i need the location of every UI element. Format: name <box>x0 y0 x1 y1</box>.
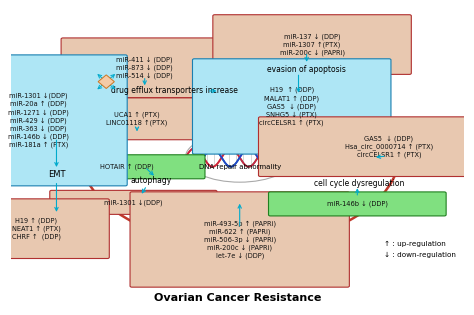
FancyBboxPatch shape <box>48 155 205 179</box>
Text: EMT: EMT <box>48 170 65 179</box>
FancyBboxPatch shape <box>0 199 109 259</box>
FancyBboxPatch shape <box>258 117 474 176</box>
Text: ↑ : up-regulation: ↑ : up-regulation <box>384 241 446 247</box>
FancyBboxPatch shape <box>130 192 349 287</box>
Text: drug efflux transporters increase: drug efflux transporters increase <box>110 87 237 95</box>
Text: H19  ↑ (DDP)
MALAT1 ↑ (DDP)
GAS5  ↓ (DDP)
SNHG5 ↓ (PTX)
circCELSR1 ↑ (PTX): H19 ↑ (DDP) MALAT1 ↑ (DDP) GAS5 ↓ (DDP) … <box>259 87 324 126</box>
Text: UCA1 ↑ (PTX)
LINC01118 ↑(PTX): UCA1 ↑ (PTX) LINC01118 ↑(PTX) <box>106 112 168 126</box>
Text: miR-493-5p ↑ (PAPRi)
miR-622 ↑ (PAPRi)
miR-506-3p ↓ (PAPRi)
miR-200c ↓ (PAPRi)
l: miR-493-5p ↑ (PAPRi) miR-622 ↑ (PAPRi) m… <box>203 220 276 259</box>
Text: miR-1301 ↓(DDP)
miR-20a ↑ (DDP)
miR-1271 ↓ (DDP)
miR-429 ↓ (DDP)
miR-363 ↓ (DDP): miR-1301 ↓(DDP) miR-20a ↑ (DDP) miR-1271… <box>8 93 69 148</box>
Text: HOTAIR ↑ (DDP): HOTAIR ↑ (DDP) <box>100 163 154 170</box>
FancyBboxPatch shape <box>268 192 446 216</box>
FancyBboxPatch shape <box>61 38 228 98</box>
Text: DNA repair abnormality: DNA repair abnormality <box>199 164 281 170</box>
Text: miR-411 ↓ (DDP)
miR-873 ↓ (DDP)
miR-514 ↓ (DDP): miR-411 ↓ (DDP) miR-873 ↓ (DDP) miR-514 … <box>116 56 173 79</box>
Text: miR-146b ↓ (DDP): miR-146b ↓ (DDP) <box>327 201 388 207</box>
Text: evasion of apoptosis: evasion of apoptosis <box>267 65 346 74</box>
Text: H19 ↑ (DDP)
NEAT1 ↑ (PTX)
CHRF ↑  (DDP): H19 ↑ (DDP) NEAT1 ↑ (PTX) CHRF ↑ (DDP) <box>12 217 61 240</box>
Text: Ovarian Cancer Resistance: Ovarian Cancer Resistance <box>154 293 321 303</box>
FancyBboxPatch shape <box>50 190 217 215</box>
FancyBboxPatch shape <box>213 15 411 74</box>
Text: GAS5  ↓ (DDP)
Hsa_circ_0000714 ↑ (PTX)
circCELSR1 ↑ (PTX): GAS5 ↓ (DDP) Hsa_circ_0000714 ↑ (PTX) ci… <box>345 135 433 158</box>
Polygon shape <box>98 75 114 89</box>
FancyBboxPatch shape <box>0 55 127 186</box>
Text: ↓ : down-regulation: ↓ : down-regulation <box>384 252 456 258</box>
Text: autophagy: autophagy <box>131 176 172 185</box>
FancyBboxPatch shape <box>192 59 391 154</box>
FancyBboxPatch shape <box>48 98 226 140</box>
Text: cell cycle dysregulation: cell cycle dysregulation <box>314 179 405 188</box>
Text: miR-137 ↓ (DDP)
miR-1307 ↑(PTX)
miR-200c ↓ (PAPRi): miR-137 ↓ (DDP) miR-1307 ↑(PTX) miR-200c… <box>280 33 345 56</box>
Text: miR-1301 ↓(DDP): miR-1301 ↓(DDP) <box>104 199 163 206</box>
